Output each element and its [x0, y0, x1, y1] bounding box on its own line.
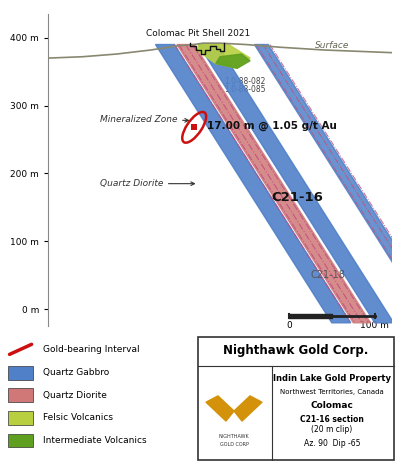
Text: (20 m clip): (20 m clip): [311, 425, 353, 434]
Polygon shape: [177, 45, 370, 323]
Text: Northwest Territories, Canada: Northwest Territories, Canada: [280, 389, 384, 395]
Text: 100 m: 100 m: [360, 322, 389, 330]
Text: Quartz Gabbro: Quartz Gabbro: [43, 368, 109, 377]
Text: 1.0-88-082: 1.0-88-082: [224, 77, 266, 86]
Text: Felsic Volcanics: Felsic Volcanics: [43, 413, 113, 423]
Text: C21-18: C21-18: [310, 270, 345, 280]
Text: 17.00 m @ 1.05 g/t Au: 17.00 m @ 1.05 g/t Au: [207, 121, 337, 131]
Text: C21-16 section: C21-16 section: [300, 415, 364, 425]
Text: Mineralized Zone: Mineralized Zone: [100, 115, 188, 123]
Text: NIGHTHAWK: NIGHTHAWK: [219, 434, 249, 439]
Text: 1.0-88-085: 1.0-88-085: [224, 85, 266, 94]
Bar: [8, 366, 34, 379]
Polygon shape: [198, 45, 250, 69]
Polygon shape: [216, 54, 250, 69]
Text: GOLD CORP: GOLD CORP: [220, 443, 248, 447]
Polygon shape: [206, 396, 234, 421]
Text: Surface: Surface: [315, 41, 349, 50]
Text: Indin Lake Gold Property: Indin Lake Gold Property: [273, 374, 391, 383]
Text: Az. 90  Dip -65: Az. 90 Dip -65: [304, 439, 360, 448]
Bar: [8, 434, 34, 447]
Polygon shape: [198, 45, 394, 323]
Polygon shape: [156, 45, 351, 323]
Text: Colomac Pit Shell 2021: Colomac Pit Shell 2021: [146, 29, 251, 38]
Text: Gold-bearing Interval: Gold-bearing Interval: [43, 345, 139, 354]
Bar: [8, 411, 34, 425]
Polygon shape: [234, 396, 262, 421]
Text: Intermediate Volcanics: Intermediate Volcanics: [43, 436, 146, 445]
Text: Nighthawk Gold Corp.: Nighthawk Gold Corp.: [223, 344, 369, 357]
Text: Quartz Diorite: Quartz Diorite: [100, 179, 194, 188]
Bar: [8, 388, 34, 402]
Text: Colomac: Colomac: [310, 402, 354, 411]
Text: 0: 0: [286, 322, 292, 330]
Text: Quartz Diorite: Quartz Diorite: [43, 391, 106, 400]
Text: C21-16: C21-16: [272, 191, 324, 204]
Polygon shape: [254, 45, 400, 295]
